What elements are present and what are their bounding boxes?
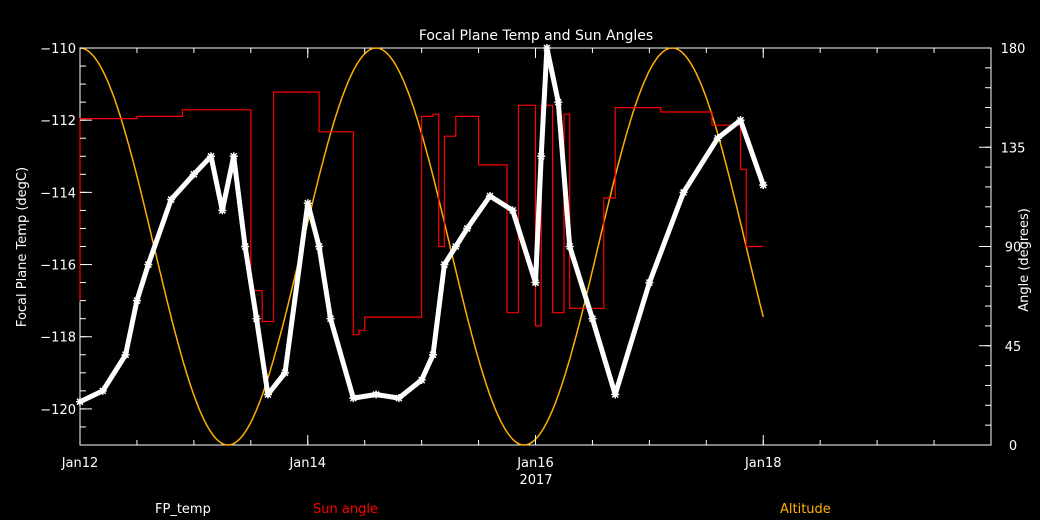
fp-temp-series-layer bbox=[76, 44, 768, 406]
x-tick-label: Jan12 bbox=[61, 456, 99, 471]
fp-temp-point bbox=[537, 152, 546, 161]
fp-temp-point bbox=[252, 314, 261, 323]
fp-temp-point bbox=[417, 376, 426, 385]
fp-temp-point bbox=[645, 278, 654, 287]
fp-temp-point bbox=[508, 206, 517, 215]
fp-temp-point bbox=[759, 181, 768, 190]
fp-temp-point bbox=[218, 206, 227, 215]
fp-temp-point bbox=[349, 394, 358, 403]
y-right-tick-label: 0 bbox=[1009, 439, 1017, 454]
fp-temp-point bbox=[679, 188, 688, 197]
y-right-tick-label: 135 bbox=[1001, 141, 1026, 156]
fp-temp-point bbox=[611, 390, 620, 399]
fp-temp-point bbox=[713, 134, 722, 143]
x-axis-label: 2017 bbox=[519, 473, 552, 488]
chart-title: Focal Plane Temp and Sun Angles bbox=[419, 28, 653, 44]
y-axis-label-left: Focal Plane Temp (degC) bbox=[15, 167, 30, 327]
fp-temp-point bbox=[144, 260, 153, 269]
fp-temp-point bbox=[372, 390, 381, 399]
fp-temp-point bbox=[565, 242, 574, 251]
fp-temp-point bbox=[588, 314, 597, 323]
fp-temp-point bbox=[132, 296, 141, 305]
fp-temp-point bbox=[451, 242, 460, 251]
fp-temp-point bbox=[241, 242, 250, 251]
y-axis-label-right: Angle (degrees) bbox=[1017, 208, 1032, 312]
y-left-tick-label: −116 bbox=[40, 259, 76, 274]
fp-temp-point bbox=[263, 390, 272, 399]
y-left-tick-label: −120 bbox=[40, 403, 76, 418]
y-left-tick-label: −112 bbox=[40, 114, 76, 129]
x-tick-label: Jan18 bbox=[744, 456, 782, 471]
fp-temp-point bbox=[315, 242, 324, 251]
fp-temp-point bbox=[440, 260, 449, 269]
y-right-tick-label: 180 bbox=[1001, 42, 1026, 57]
y-left-tick-label: −114 bbox=[40, 186, 76, 201]
fp-temp-point bbox=[229, 152, 238, 161]
fp-temp-point bbox=[280, 368, 289, 377]
legend-sun-angle: Sun angle bbox=[313, 502, 378, 517]
y-left-tick-label: −118 bbox=[40, 331, 76, 346]
fp-temp-point bbox=[736, 116, 745, 125]
sun-angle-line bbox=[79, 91, 764, 336]
legend-altitude: Altitude bbox=[780, 502, 831, 517]
fp-temp-point bbox=[303, 199, 312, 208]
fp-temp-point bbox=[463, 224, 472, 233]
fp-temp-point bbox=[531, 278, 540, 287]
fp-temp-point bbox=[206, 152, 215, 161]
fp-temp-point bbox=[167, 195, 176, 204]
fp-temp-point bbox=[121, 350, 130, 359]
fp-temp-point bbox=[326, 314, 335, 323]
x-tick-label: Jan16 bbox=[516, 456, 554, 471]
legend-fp-temp: FP_temp bbox=[155, 502, 211, 517]
fp-temp-point bbox=[76, 397, 84, 406]
fp-temp-point bbox=[542, 44, 551, 52]
fp-temp-point bbox=[554, 98, 563, 107]
fp-temp-point bbox=[394, 394, 403, 403]
y-left-tick-label: −110 bbox=[40, 42, 76, 57]
fp-temp-point bbox=[98, 386, 107, 395]
x-tick-label: Jan14 bbox=[288, 456, 326, 471]
axes-layer: Jan12 Jan14 Jan16 Jan18 −120 −118 −116 −114 −112… bbox=[40, 42, 1025, 471]
y-right-tick-label: 45 bbox=[1005, 340, 1022, 355]
fp-temp-point bbox=[485, 191, 494, 200]
fp-temp-point bbox=[189, 170, 198, 179]
sun-angle-series-layer bbox=[79, 91, 764, 336]
y-right-tick-label: 90 bbox=[1005, 241, 1022, 256]
fp-temp-point bbox=[429, 350, 438, 359]
